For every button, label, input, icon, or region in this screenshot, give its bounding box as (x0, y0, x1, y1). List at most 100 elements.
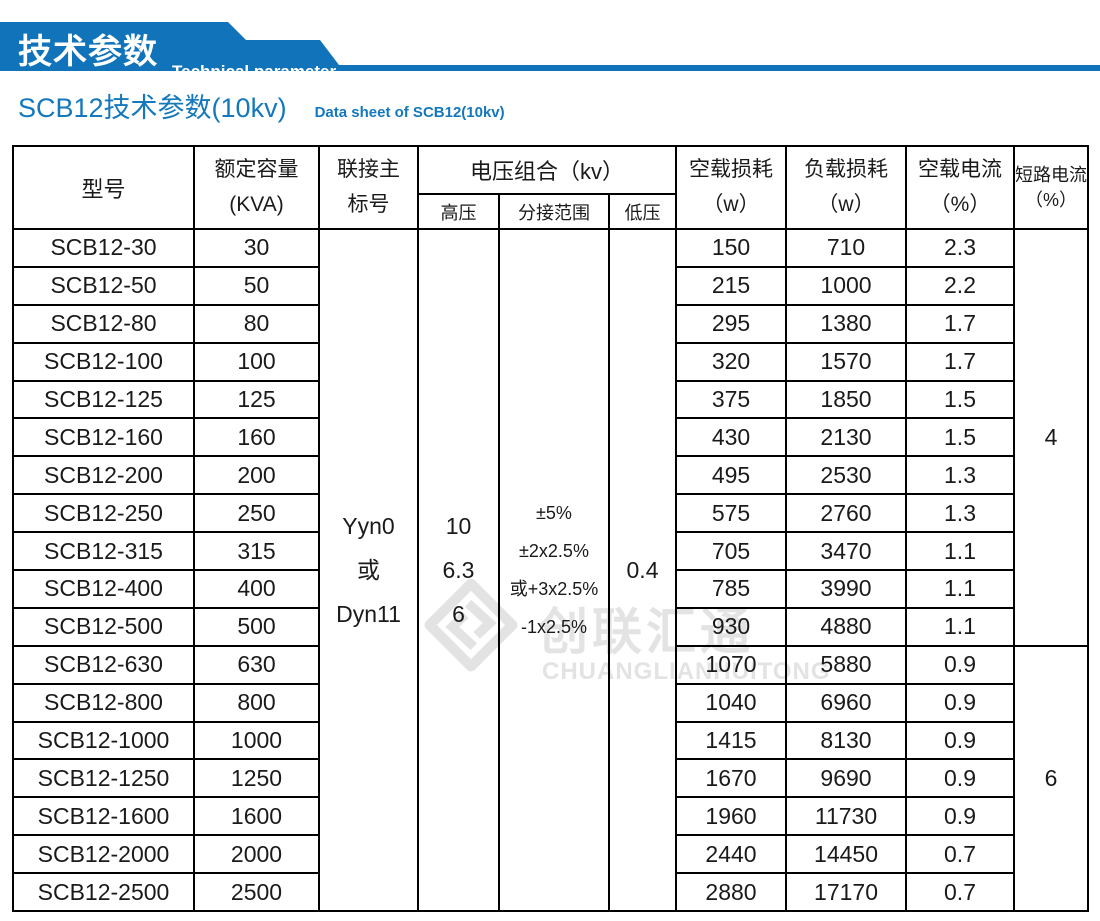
capacity-cell: 30 (193, 228, 320, 268)
model-cell: SCB12-315 (12, 531, 195, 572)
load-loss-cell: 1570 (785, 341, 908, 382)
header-line: (KVA) (229, 192, 284, 216)
table-row: SCB12-1000 1000 1415 8130 0.9 (12, 720, 1088, 761)
load-loss-cell: 1000 (785, 265, 908, 306)
col-header-capacity: 额定容量 (KVA) (193, 145, 320, 230)
no-load-loss-cell: 1070 (675, 644, 788, 685)
no-load-current-cell: 0.9 (905, 758, 1016, 799)
table-row: SCB12-100 100 320 1570 1.7 (12, 341, 1088, 382)
no-load-loss-cell: 1960 (675, 796, 788, 837)
load-loss-cell: 11730 (785, 796, 908, 837)
no-load-current-cell: 1.5 (905, 379, 1016, 420)
cell-line: ±5% (536, 503, 572, 524)
capacity-cell: 1250 (193, 758, 320, 799)
no-load-loss-cell: 215 (675, 265, 788, 306)
no-load-current-cell: 1.1 (905, 606, 1016, 647)
col-header-short-circuit: 短路电流 （%） (1013, 145, 1090, 230)
model-cell: SCB12-100 (12, 341, 195, 382)
load-loss-cell: 2130 (785, 417, 908, 458)
model-cell: SCB12-1250 (12, 758, 195, 799)
load-loss-cell: 2760 (785, 493, 908, 534)
load-loss-cell: 9690 (785, 758, 908, 799)
header-line: 标号 (347, 192, 390, 216)
capacity-cell: 400 (193, 569, 320, 609)
no-load-current-cell: 1.1 (905, 569, 1016, 609)
no-load-current-cell: 1.7 (905, 341, 1016, 382)
no-load-loss-cell: 2440 (675, 834, 788, 875)
no-load-loss-cell: 295 (675, 303, 788, 344)
page-title-zh: SCB12技术参数(10kv) (18, 93, 287, 123)
table-body: SCB12-30 30 Yyn0 或 Dyn11 10 6.3 6 ±5% ±2x2.5% 或+3x… (12, 227, 1090, 913)
no-load-loss-cell: 930 (675, 606, 788, 647)
col-header-load-loss: 负载损耗 （w） (785, 145, 908, 230)
model-cell: SCB12-125 (12, 379, 195, 420)
no-load-current-cell: 1.1 (905, 531, 1016, 572)
short-circuit-cell: 4 (1013, 228, 1090, 647)
model-cell: SCB12-160 (12, 417, 195, 458)
table-row: SCB12-1600 1600 1960 11730 0.9 (12, 796, 1088, 837)
capacity-cell: 630 (193, 644, 320, 685)
model-cell: SCB12-80 (12, 303, 195, 344)
capacity-cell: 500 (193, 606, 320, 647)
model-cell: SCB12-500 (12, 606, 195, 647)
header-line: （w） (817, 192, 875, 216)
cell-line: Yyn0 (342, 513, 395, 540)
cell-line: -1x2.5% (520, 617, 588, 638)
model-cell: SCB12-50 (12, 265, 195, 306)
section-banner: 技术参数 Technical parameter (0, 22, 1100, 71)
capacity-cell: 315 (193, 531, 320, 572)
col-header-voltage-group: 电压组合（kv） (416, 145, 678, 195)
no-load-loss-cell: 2880 (675, 872, 788, 913)
no-load-current-cell: 0.9 (905, 720, 1016, 761)
cell-line: 6 (452, 601, 465, 628)
no-load-loss-cell: 705 (675, 531, 788, 572)
col-header-lv: 低压 (607, 193, 678, 230)
capacity-cell: 2500 (193, 872, 320, 913)
load-loss-cell: 8130 (785, 720, 908, 761)
load-loss-cell: 1380 (785, 303, 908, 344)
no-load-loss-cell: 375 (675, 379, 788, 420)
banner-title-en: Technical parameter (172, 62, 337, 81)
table-row: SCB12-200 200 495 2530 1.3 (12, 455, 1088, 496)
load-loss-cell: 6960 (785, 682, 908, 723)
no-load-loss-cell: 785 (675, 569, 788, 609)
load-loss-cell: 5880 (785, 644, 908, 685)
col-header-no-load-loss: 空载损耗 （w） (675, 145, 788, 230)
model-cell: SCB12-2500 (12, 872, 195, 913)
no-load-current-cell: 1.3 (905, 493, 1016, 534)
capacity-cell: 125 (193, 379, 320, 420)
model-cell: SCB12-200 (12, 455, 195, 496)
capacity-cell: 1000 (193, 720, 320, 761)
model-cell: SCB12-1000 (12, 720, 195, 761)
load-loss-cell: 3990 (785, 569, 908, 609)
load-loss-cell: 710 (785, 228, 908, 268)
no-load-loss-cell: 495 (675, 455, 788, 496)
capacity-cell: 2000 (193, 834, 320, 875)
header-line: 空载电流 (918, 158, 1003, 182)
header-line: 额定容量 (214, 158, 299, 182)
header-row-1: 型号 额定容量 (KVA) 联接主 标号 电压组合（kv） 空载损耗 （w） 负… (12, 145, 1090, 230)
no-load-loss-cell: 430 (675, 417, 788, 458)
table-row: SCB12-800 800 1040 6960 0.9 (12, 682, 1088, 723)
short-circuit-cell: 6 (1013, 644, 1090, 913)
model-cell: SCB12-800 (12, 682, 195, 723)
table-row: SCB12-500 500 930 4880 1.1 (12, 606, 1088, 647)
table-row: SCB12-315 315 705 3470 1.1 (12, 531, 1088, 572)
table-row: SCB12-2000 2000 2440 14450 0.7 (12, 834, 1088, 875)
capacity-cell: 80 (193, 303, 320, 344)
no-load-loss-cell: 1415 (675, 720, 788, 761)
table-row: SCB12-80 80 295 1380 1.7 (12, 303, 1088, 344)
page-title: SCB12技术参数(10kv) Data sheet of SCB12(10kv… (18, 86, 505, 125)
header-line: （%） (929, 192, 991, 216)
no-load-current-cell: 0.7 (905, 872, 1016, 913)
capacity-cell: 1600 (193, 796, 320, 837)
no-load-current-cell: 0.9 (905, 796, 1016, 837)
cell-line: 或+3x2.5% (509, 579, 599, 600)
no-load-loss-cell: 1670 (675, 758, 788, 799)
lv-cell: 0.4 (607, 227, 678, 913)
model-cell: SCB12-250 (12, 493, 195, 534)
cell-line: ±2x2.5% (519, 541, 589, 562)
load-loss-cell: 4880 (785, 606, 908, 647)
table-row: SCB12-125 125 375 1850 1.5 (12, 379, 1088, 420)
col-header-no-load-current: 空载电流 （%） (905, 145, 1016, 230)
